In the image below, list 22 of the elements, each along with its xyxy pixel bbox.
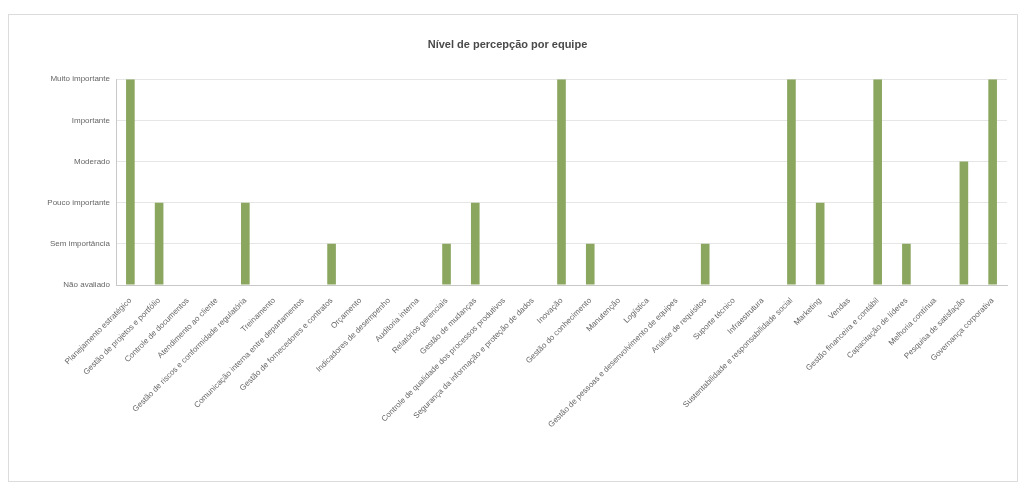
category-label: Pouco importante xyxy=(47,197,110,207)
bar xyxy=(154,202,164,285)
category-label: Não avaliado xyxy=(63,280,110,290)
bar xyxy=(959,161,969,285)
bar xyxy=(787,79,796,285)
category-label: Sem importância xyxy=(49,239,110,249)
bar xyxy=(327,243,336,285)
bar xyxy=(873,79,882,285)
category-label: Muito importante xyxy=(50,74,110,84)
bar xyxy=(557,79,566,285)
category-label: Importante xyxy=(71,115,110,125)
bar xyxy=(902,243,911,285)
bar xyxy=(585,243,595,285)
bar xyxy=(442,243,451,285)
chart-title: Nível de percepção por equipe xyxy=(427,37,588,50)
bar xyxy=(815,202,825,285)
bar xyxy=(700,243,710,285)
bar xyxy=(126,79,135,285)
bar xyxy=(241,202,250,285)
bar xyxy=(470,202,480,285)
bar xyxy=(988,79,997,285)
category-label: Moderado xyxy=(73,156,110,166)
